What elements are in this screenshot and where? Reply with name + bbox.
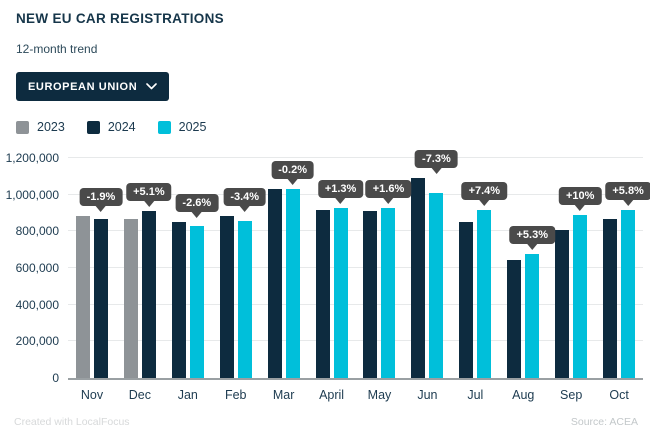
bar-2024-may[interactable]	[363, 210, 378, 378]
gridline	[68, 267, 643, 268]
change-label-tooltip: +5.3%	[509, 225, 555, 244]
chart-legend: 2023 2024 2025	[16, 120, 206, 134]
bar-2024-jul[interactable]	[459, 221, 474, 378]
bar-2025-mar[interactable]	[285, 189, 300, 378]
change-label-tooltip: +7.4%	[461, 182, 508, 201]
x-axis-label-jan: Jan	[177, 388, 198, 402]
legend-label-2023: 2023	[37, 120, 65, 134]
bar-2024-jan[interactable]	[171, 221, 186, 378]
chevron-down-icon	[146, 83, 158, 90]
bar-group-jul: +7.4%	[451, 160, 508, 378]
legend-item-2023: 2023	[16, 120, 65, 134]
bars-row: -1.9% +5.1% -2.6% -3.4% -0.2% +1.3% +1.6% -7.3%…	[68, 150, 650, 378]
bar-2025-feb[interactable]	[237, 221, 252, 378]
legend-label-2025: 2025	[178, 120, 207, 134]
bar-2025-april[interactable]	[333, 208, 348, 378]
bar-2024-mar[interactable]	[267, 188, 282, 378]
x-axis-label-sep: Sep	[560, 388, 583, 402]
x-axis-label-oct: Oct	[609, 388, 629, 402]
bar-group-dec: +5.1%	[116, 160, 172, 378]
legend-item-2025: 2025	[157, 120, 207, 134]
x-axis-label-aug: Aug	[512, 388, 535, 402]
change-label-tooltip: -1.9%	[79, 187, 123, 206]
x-axis-labels: Nov Dec Jan Feb Mar April May Jun Jul Aug Sep Oct	[68, 388, 643, 402]
bar-group-oct: +5.8%	[595, 160, 650, 378]
y-axis-tick-label: 400,000	[15, 297, 59, 312]
change-label-tooltip: -0.2%	[271, 160, 315, 179]
bar-2023-dec[interactable]	[123, 219, 138, 378]
bar-group-feb: -3.4%	[212, 160, 267, 378]
gridline	[68, 157, 643, 158]
gridline	[68, 303, 643, 305]
credit-text: Created with LocalFocus	[14, 416, 130, 428]
y-axis-tick-label: 600,000	[15, 261, 59, 275]
page-title: NEW EU CAR REGISTRATIONS	[16, 11, 224, 26]
legend-label-2024: 2024	[107, 120, 136, 134]
bar-2024-oct[interactable]	[603, 219, 618, 378]
x-axis-label-dec: Dec	[128, 388, 151, 402]
change-label-tooltip: +5.1%	[126, 182, 172, 201]
bar-2024-sep[interactable]	[555, 229, 570, 378]
bar-2024-dec[interactable]	[141, 210, 156, 378]
x-axis-label-april: April	[319, 388, 345, 402]
legend-item-2024: 2024	[86, 120, 136, 134]
bar-group-jan: -2.6%	[164, 160, 219, 378]
change-label-tooltip: +1.6%	[365, 180, 412, 199]
y-axis-tick-label: 1,200,000	[5, 151, 59, 165]
y-axis-tick-label: 200,000	[15, 334, 59, 349]
bar-2025-oct[interactable]	[621, 209, 636, 378]
bar-2024-feb[interactable]	[219, 215, 234, 378]
gridline	[68, 340, 643, 342]
x-axis-label-nov: Nov	[80, 388, 104, 402]
region-dropdown-label: EUROPEAN UNION	[28, 80, 138, 93]
bar-group-mar: -0.2%	[260, 160, 315, 378]
source-text: Source: ACEA	[570, 416, 638, 428]
bar-group-may: +1.6%	[356, 160, 412, 378]
legend-swatch-2025	[157, 120, 171, 134]
bar-2025-sep[interactable]	[573, 215, 588, 378]
bar-2025-jun[interactable]	[429, 192, 444, 378]
bar-2024-aug[interactable]	[507, 259, 522, 378]
bar-2025-jul[interactable]	[477, 210, 492, 378]
x-axis-label-mar: Mar	[272, 388, 295, 402]
change-label-tooltip: +5.8%	[605, 181, 650, 200]
bar-group-nov: -1.9%	[68, 160, 123, 378]
bar-2025-may[interactable]	[381, 208, 396, 378]
bar-2023-nov[interactable]	[75, 215, 90, 378]
bar-2024-jun[interactable]	[411, 178, 426, 378]
change-label-tooltip: +10%	[558, 187, 602, 206]
bar-group-sep: +10%	[547, 160, 602, 378]
legend-swatch-2023	[16, 120, 29, 134]
x-axis-label-may: May	[367, 388, 392, 402]
bar-2024-nov[interactable]	[93, 218, 108, 378]
legend-swatch-2024	[86, 120, 100, 134]
chart-subtitle: 12-month trend	[16, 42, 98, 56]
gridline	[68, 230, 643, 232]
change-label-tooltip: +1.3%	[317, 180, 364, 199]
change-label-tooltip: -3.4%	[223, 187, 267, 206]
x-axis-label-jun: Jun	[417, 388, 438, 402]
region-dropdown-button[interactable]: EUROPEAN UNION	[16, 72, 170, 101]
y-axis-tick-label: 800,000	[15, 224, 59, 239]
plot-area: 0 200,000 400,000 600,000 800,000 1,000,000 1,…	[6, 150, 650, 385]
y-axis-tick-label: 1,000,000	[5, 187, 59, 202]
change-label-tooltip: -7.3%	[415, 150, 458, 169]
change-label-tooltip: -2.6%	[175, 193, 219, 212]
bar-2025-jan[interactable]	[189, 225, 204, 378]
bar-2024-april[interactable]	[315, 210, 330, 378]
x-axis-label-jul: Jul	[467, 388, 484, 402]
x-axis-label-feb: Feb	[224, 388, 247, 402]
bar-group-april: +1.3%	[308, 160, 364, 378]
y-axis-tick-label: 0	[52, 371, 59, 385]
bar-group-aug: +5.3%	[499, 160, 555, 378]
bar-2025-aug[interactable]	[525, 253, 540, 378]
bar-group-jun: -7.3%	[403, 150, 458, 378]
